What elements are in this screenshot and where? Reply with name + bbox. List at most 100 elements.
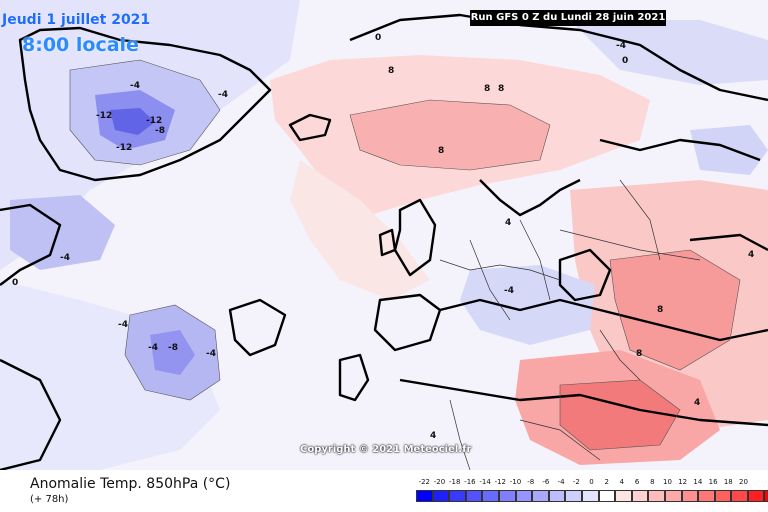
contour-value-label: 4: [430, 431, 436, 441]
color-legend: [416, 490, 768, 502]
legend-swatch: [581, 490, 599, 502]
contour-value-label: -12: [146, 116, 162, 126]
contour-value-label: -4: [118, 320, 128, 330]
north-africa-coast: [399, 378, 768, 427]
legend-tick: 6: [634, 478, 640, 486]
contour-value-label: 8: [636, 349, 642, 359]
legend-tick: 4: [619, 478, 625, 486]
border-3: [519, 219, 551, 301]
border-6: [619, 179, 661, 261]
legend-swatch: [631, 490, 649, 502]
legend-swatch: [498, 490, 516, 502]
labrador-coast: [0, 203, 62, 286]
legend-tick: 16: [708, 478, 718, 486]
contour-value-label: -4: [60, 253, 70, 263]
northern-russia-coast: [599, 138, 761, 162]
legend-tick: -10: [509, 478, 522, 486]
border-7: [449, 399, 471, 470]
legend-tick: -8: [527, 478, 535, 486]
contour-value-label: 4: [694, 398, 700, 408]
contour-value-label: 4: [748, 250, 754, 260]
legend-tick: -16: [464, 478, 476, 486]
ireland-coast: [378, 228, 397, 257]
contour-value-label: 8: [438, 146, 444, 156]
legend-swatch: [465, 490, 483, 502]
legend-tick-labels: -22 -20 -18 -16 -14 -12 -10 -8 -6 -4 -2 0 2 4 6 8 10 12 14…: [416, 478, 750, 488]
forecast-date: Jeudi 1 juillet 2021: [2, 12, 151, 28]
legend-swatch: [532, 490, 549, 502]
greenland-coast: [18, 26, 272, 182]
iceland-coast: [288, 113, 332, 142]
contour-value-label: 0: [622, 56, 628, 66]
map-footer: Anomalie Temp. 850hPa (°C) (+ 78h) -22 -2…: [0, 470, 768, 512]
contour-value-label: 0: [12, 278, 18, 288]
warm-core-east: [610, 250, 740, 370]
lead-time: (+ 78h): [30, 494, 69, 505]
legend-tick: 8: [650, 478, 655, 486]
legend-tick: 18: [723, 478, 733, 486]
contour-value-label: 8: [657, 305, 663, 315]
model-run-banner: Run GFS 0 Z du Lundi 28 juin 2021: [470, 10, 666, 26]
border-2: [469, 239, 511, 321]
contour-value-label: 8: [388, 66, 394, 76]
contours: [69, 59, 741, 451]
legend-swatch: [681, 490, 699, 502]
legend-tick: -6: [542, 478, 550, 486]
contour-value-label: -4: [504, 286, 514, 296]
borders: [439, 179, 701, 470]
mediterranean-north-coast: [439, 298, 768, 342]
canary-coast: [338, 353, 370, 402]
legend-tick: -14: [479, 478, 491, 486]
contour-value-label: -4: [206, 349, 216, 359]
cold-anomaly-area-southwest: [0, 280, 220, 470]
cold-patch-labrador: [10, 195, 115, 270]
arctic-coast: [349, 13, 768, 102]
forecast-local-time: 8:00 locale: [22, 34, 139, 56]
contour-value-label: -12: [96, 111, 112, 121]
legend-swatch: [449, 490, 466, 502]
legend-swatch: [548, 490, 566, 502]
product-title: Anomalie Temp. 850hPa (°C): [30, 476, 231, 492]
legend-tick: 10: [663, 478, 672, 486]
legend-tick: 2: [604, 478, 609, 486]
anomaly-map: -4 -4 -12 -12 -12 -8 -4 -4 -4 -8 -4 0 8 8 8 8 4 -4 4 8 8 4 -4 0…: [0, 0, 768, 470]
legend-tick: 20: [739, 478, 748, 486]
warm-core-north: [350, 100, 550, 170]
contour-value-label: 0: [375, 33, 381, 43]
contour-value-label: -8: [168, 343, 178, 353]
legend-swatch: [731, 490, 748, 502]
legend-swatch: [764, 490, 768, 502]
border-5: [599, 329, 641, 381]
warm-anomaly-uk: [290, 160, 430, 300]
legend-tick: 0: [589, 478, 594, 486]
legend-swatch: [615, 490, 632, 502]
scandinavia-south-coast: [479, 178, 581, 217]
copyright-text: Copyright © 2021 Meteociel.fr: [300, 444, 472, 455]
legend-tick: -12: [494, 478, 507, 486]
uk-coast: [393, 198, 437, 277]
contour-value-label: -4: [616, 41, 626, 51]
legend-tick: -2: [572, 478, 580, 486]
contour-value-label: -4: [130, 81, 140, 91]
coastlines: [0, 13, 768, 470]
iberia-coast: [373, 293, 442, 352]
legend-swatch: [432, 490, 450, 502]
border-4: [559, 229, 701, 261]
black-sea-coast: [558, 248, 612, 302]
legend-tick: -20: [433, 478, 446, 486]
legend-swatch: [714, 490, 732, 502]
legend-swatch: [664, 490, 682, 502]
caspian-coast: [689, 233, 768, 252]
legend-swatch: [565, 490, 582, 502]
north-america-east-coast: [0, 358, 62, 470]
legend-tick: -18: [448, 478, 461, 486]
border-8: [519, 419, 601, 461]
legend-tick: -4: [557, 478, 565, 486]
legend-swatch: [747, 490, 765, 502]
cold-core-greenland-deep: [110, 108, 155, 135]
legend-swatch: [515, 490, 533, 502]
legend-tick: -22: [418, 478, 431, 486]
